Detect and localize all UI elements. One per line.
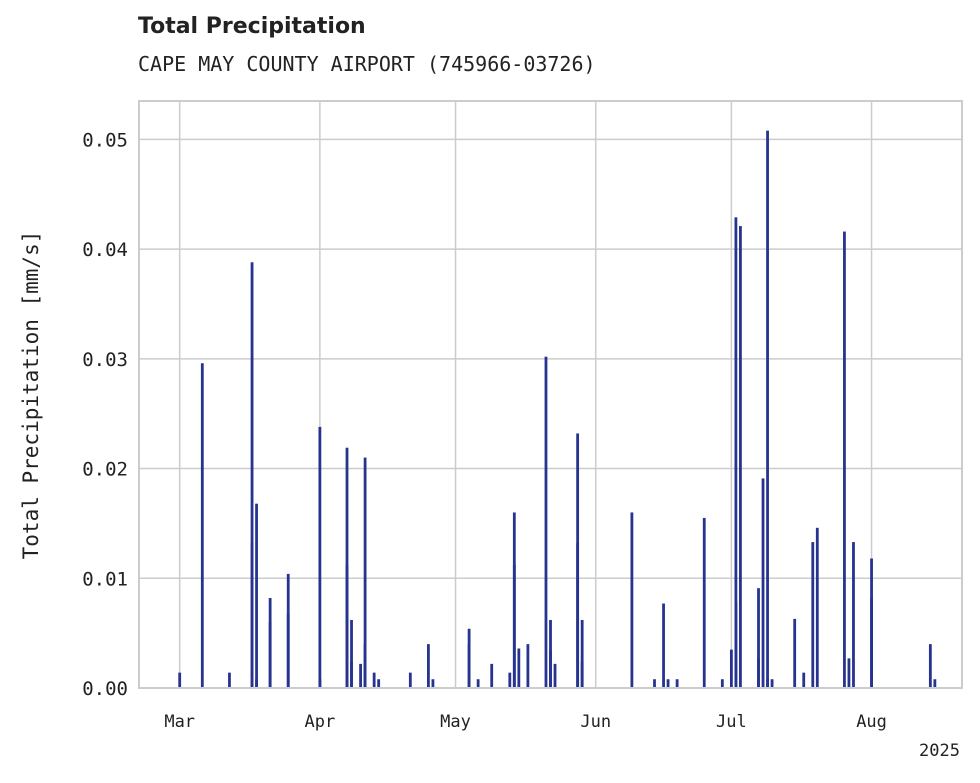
precip-bar [553, 663, 557, 688]
precip-bar [729, 649, 733, 688]
y-tick-label: 0.02 [82, 459, 128, 481]
precip-bar [490, 663, 494, 688]
precip-bar [580, 661, 584, 688]
precip-bar [870, 598, 873, 688]
precip-bar [427, 644, 430, 688]
chart-subtitle: CAPE MAY COUNTY AIRPORT (745966-03726) [138, 52, 596, 76]
precip-bar [178, 672, 182, 688]
precip-bar [372, 672, 376, 688]
precip-bar [630, 512, 634, 688]
y-tick-label: 0.01 [82, 568, 128, 590]
precip-bar [815, 527, 819, 688]
precip-bar [544, 356, 548, 688]
precip-bar [467, 644, 471, 688]
precip-bar [345, 565, 349, 688]
y-tick-label: 0.04 [82, 239, 128, 261]
precip-bar [228, 672, 231, 688]
precip-bar [757, 588, 760, 688]
y-axis-ticks: 0.00 0.01 0.02 0.03 0.04 0.05 [82, 129, 128, 700]
precip-bar [662, 603, 665, 688]
precip-bar [770, 679, 774, 688]
y-axis-label: Total Precipitation [mm/s] [19, 231, 43, 560]
precip-bar [761, 478, 765, 688]
precip-bar [200, 363, 204, 688]
precip-bar [286, 613, 290, 688]
precip-bar [318, 426, 322, 688]
precip-bar [739, 226, 742, 688]
bars [178, 130, 937, 689]
precip-bar [255, 503, 258, 688]
precip-bar [517, 648, 521, 688]
precip-bar [508, 672, 512, 688]
precip-bar [847, 658, 851, 688]
x-tick-label: Aug [856, 712, 887, 732]
precip-bar [653, 679, 656, 688]
precip-bar [512, 565, 516, 688]
precip-bar [580, 619, 584, 688]
precip-bar [350, 661, 353, 688]
precip-bar [666, 679, 670, 688]
precip-bar [476, 679, 480, 688]
plot-frame [138, 100, 963, 689]
precip-bar [702, 517, 706, 688]
precip-bar [720, 679, 724, 688]
precip-bar [793, 618, 797, 688]
y-tick-label: 0.05 [82, 129, 128, 151]
x-tick-label: Apr [305, 712, 336, 732]
precip-bar [576, 433, 580, 688]
y-tick-label: 0.03 [82, 349, 128, 371]
precip-bar [734, 217, 738, 689]
precip-bar [811, 542, 815, 688]
x-tick-label: Jun [580, 712, 611, 732]
x-tick-label: Mar [164, 712, 195, 732]
precip-bar [766, 679, 769, 688]
precip-bar [928, 644, 932, 688]
year-label: 2025 [919, 741, 960, 761]
precip-bar [766, 130, 769, 689]
precip-bar [675, 679, 679, 688]
precip-bar [318, 679, 322, 688]
y-tick-label: 0.00 [82, 678, 128, 700]
chart-title: Total Precipitation [138, 14, 366, 39]
precip-bar [852, 542, 855, 688]
precip-bar [363, 659, 367, 688]
precip-bar [363, 457, 367, 688]
precip-bar [250, 543, 254, 688]
precip-bar [549, 619, 552, 688]
precip-bar [359, 663, 362, 688]
precip-bar [843, 231, 846, 689]
precip-bar [408, 672, 412, 688]
precip-bar [802, 672, 806, 688]
precip-bar [350, 619, 353, 688]
grid-lines [139, 101, 962, 689]
precip-bar [250, 262, 254, 688]
precip-bar [526, 644, 530, 688]
precip-bar [933, 679, 937, 688]
x-tick-label: May [440, 712, 471, 732]
x-tick-label: Jul [716, 712, 747, 732]
precip-bar [431, 679, 435, 688]
x-axis-ticks: Mar Apr May Jun Jul Aug [164, 712, 887, 732]
precip-bar [268, 622, 272, 688]
precip-bar [377, 679, 381, 688]
